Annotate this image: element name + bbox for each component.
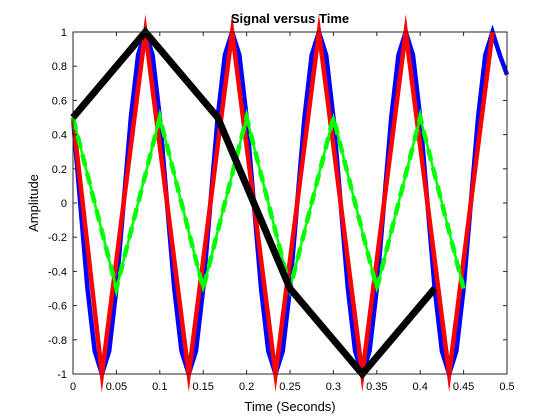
x-tick-label: 0.5 — [499, 381, 514, 393]
y-tick-label: -0.6 — [48, 301, 67, 313]
y-tick-label: 1 — [61, 27, 67, 39]
x-tick-label: 0.1 — [152, 381, 167, 393]
x-ticks: 0 0.05 0.1 0.15 0.2 0.25 0.3 0.35 0.4 0.45 0.5 — [70, 32, 515, 393]
y-tick-label: 0.6 — [52, 95, 67, 107]
series-line-5 — [70, 26, 438, 380]
y-tick-label: -1 — [57, 369, 67, 381]
x-tick-label: 0.4 — [413, 381, 428, 393]
y-tick-label: -0.2 — [48, 232, 67, 244]
y-tick-label: -0.4 — [48, 266, 67, 278]
series-line-3 — [71, 112, 465, 294]
x-tick-label: 0.25 — [279, 381, 300, 393]
x-axis-label: Time (Seconds) — [244, 399, 335, 414]
x-tick-label: 0.05 — [106, 381, 127, 393]
x-tick-label: 0.45 — [453, 381, 474, 393]
x-tick-label: 0.15 — [192, 381, 213, 393]
y-tick-label: -0.8 — [48, 335, 67, 347]
x-tick-label: 0 — [70, 381, 76, 393]
x-tick-label: 0.35 — [366, 381, 387, 393]
plot-area — [73, 32, 507, 374]
x-tick-label: 0.3 — [326, 381, 341, 393]
y-ticks: -1 -0.8 -0.6 -0.4 -0.2 0 0.2 0.4 0.6 0.8 1 — [48, 27, 507, 381]
y-tick-label: 0 — [61, 198, 67, 210]
y-axis-label: Amplitude — [26, 174, 41, 232]
y-tick-label: 0.4 — [52, 130, 67, 142]
chart-title: Signal versus Time — [231, 11, 349, 26]
y-tick-label: 0.8 — [52, 61, 67, 73]
y-tick-label: 0.2 — [52, 164, 67, 176]
x-tick-label: 0.2 — [239, 381, 254, 393]
